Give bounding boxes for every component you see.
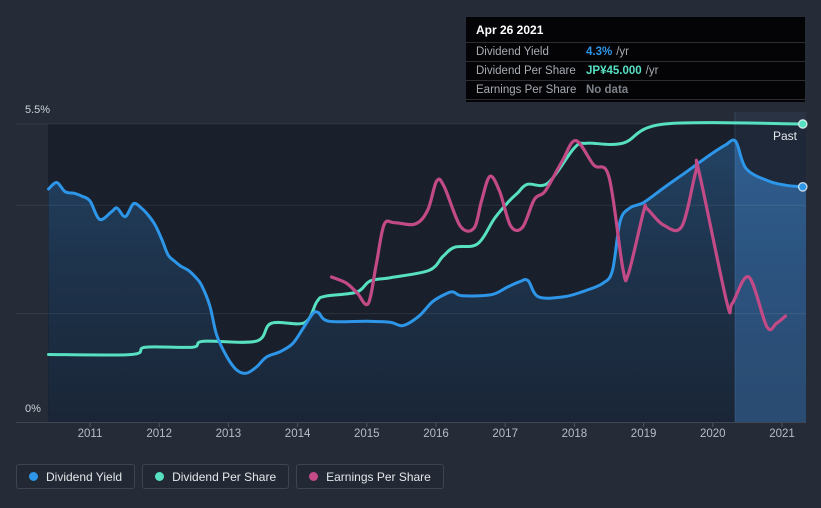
tooltip-value: 4.3% (586, 46, 613, 58)
legend-label: Earnings Per Share (326, 469, 431, 484)
x-axis-label: 2021 (769, 428, 795, 440)
x-axis-label: 2013 (215, 428, 242, 440)
highlight-band (734, 112, 806, 422)
x-axis-label: 2015 (354, 428, 380, 440)
legend-item-dividend-per-share[interactable]: Dividend Per Share (142, 464, 290, 489)
tooltip-row-dividend-per-share: Dividend Per Share JP¥45.000 /yr (466, 61, 805, 80)
tooltip-value: JP¥45.000 (586, 65, 642, 77)
legend-label: Dividend Yield (46, 469, 123, 484)
dividend-yield-end-dot[interactable] (797, 182, 808, 192)
tooltip-row-dividend-yield: Dividend Yield 4.3% /yr (466, 42, 805, 61)
dividend-per-share-line (47, 121, 805, 357)
legend-dot-icon (309, 472, 319, 481)
dividend-yield-line (47, 138, 805, 375)
legend-item-earnings-per-share[interactable]: Earnings Per Share (296, 464, 444, 489)
x-axis-label: 2011 (77, 428, 103, 440)
tooltip-suffix: /yr (645, 65, 659, 77)
x-axis-label: 2016 (423, 428, 449, 440)
x-axis-label: 2017 (492, 428, 518, 440)
legend-dot-icon (155, 472, 165, 481)
legend-item-dividend-yield[interactable]: Dividend Yield (16, 464, 136, 489)
tooltip-date: Apr 26 2021 (476, 23, 544, 37)
y-axis-label-top: 5.5% (25, 104, 51, 116)
earnings-per-share-line (329, 139, 788, 332)
past-label: Past (772, 129, 797, 143)
x-axis-label: 2012 (146, 428, 172, 440)
x-axis: 2011 2012 2013 2014 2015 2016 2017 2018 2019 2020… (0, 428, 821, 444)
tooltip-label: Dividend Yield (476, 46, 549, 58)
x-axis-label: 2019 (630, 428, 657, 440)
dividend-yield-area (48, 139, 806, 423)
y-axis-label-bottom: 0% (25, 403, 41, 415)
x-axis-label: 2020 (700, 428, 726, 440)
x-axis-label: 2018 (561, 428, 588, 440)
tooltip-value: No data (586, 84, 629, 96)
legend-dot-icon (29, 472, 38, 481)
tooltip-row-earnings-per-share: Earnings Per Share No data (466, 80, 805, 100)
chart-legend: Dividend Yield Dividend Per Share Earnin… (16, 464, 444, 489)
chart-tooltip: Apr 26 2021 Dividend Yield 4.3% /yr Divi… (466, 17, 805, 102)
dividend-per-share-end-dot[interactable] (797, 119, 808, 129)
tooltip-label: Earnings Per Share (476, 84, 577, 96)
legend-label: Dividend Per Share (172, 469, 277, 484)
tooltip-label: Dividend Per Share (476, 65, 576, 77)
tooltip-suffix: /yr (616, 46, 629, 58)
x-axis-label: 2014 (284, 428, 311, 440)
